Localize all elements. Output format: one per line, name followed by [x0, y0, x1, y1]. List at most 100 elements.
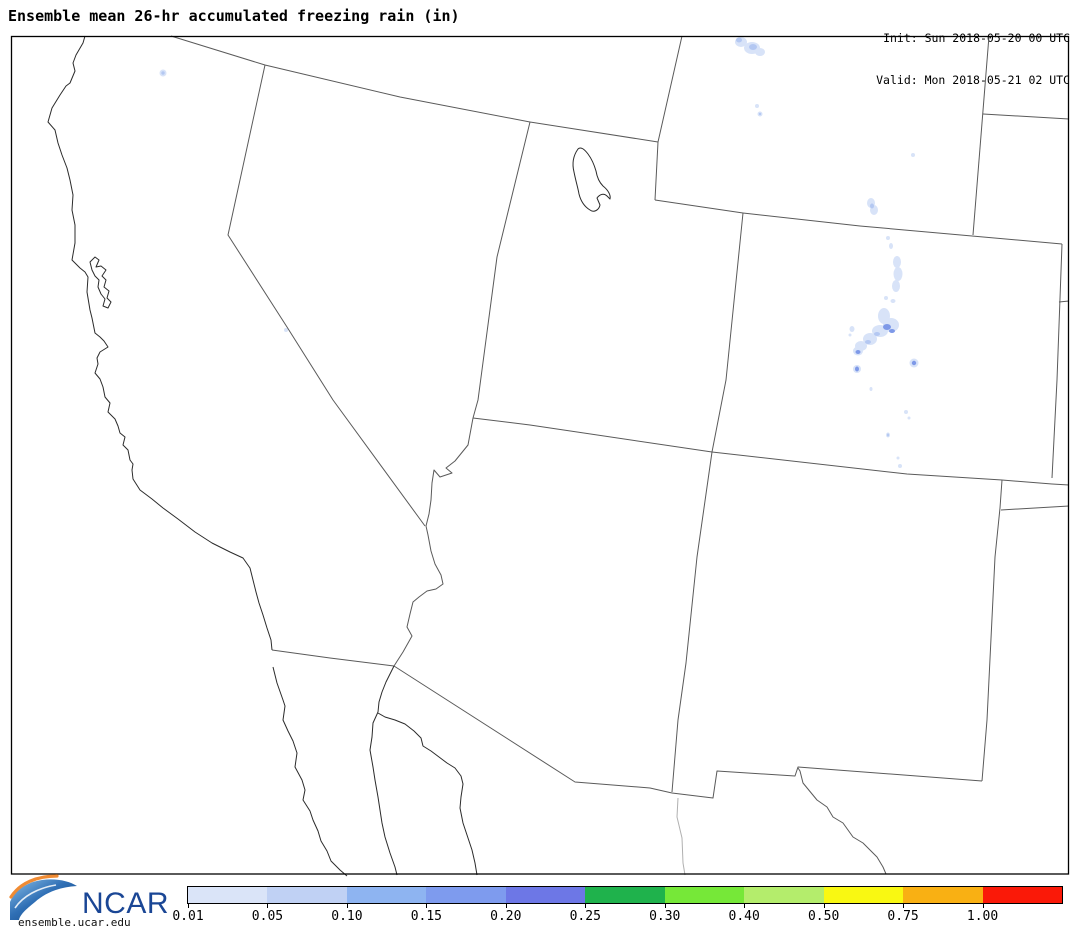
colorbar-tick	[823, 904, 825, 908]
colorbar-segment	[426, 887, 506, 903]
border-37n	[472, 417, 1003, 481]
colorbar-tick	[664, 904, 666, 908]
init-time: Init: Sun 2018-05-20 00 UTC	[883, 31, 1070, 45]
ncar-swoosh-shape	[10, 879, 77, 920]
freezing-rain-blob	[755, 104, 759, 108]
freezing-rain-blob	[161, 71, 165, 75]
coastlines	[47, 35, 611, 877]
precip-colorbar	[187, 886, 1063, 904]
colorbar-segment	[267, 887, 347, 903]
freezing-rain-blob	[848, 333, 852, 337]
freezing-rain-blob	[911, 153, 915, 157]
colorbar-label: 0.50	[807, 909, 840, 924]
freezing-rain-blob	[736, 37, 742, 43]
colorbar-segment	[188, 887, 268, 903]
colorbar-tick	[505, 904, 507, 908]
border-southdakota-nebraska	[982, 113, 1070, 120]
border-nevada-utah	[472, 121, 531, 419]
map-title: Ensemble mean 26-hr accumulated freezing…	[8, 7, 460, 25]
great-salt-lake	[572, 147, 611, 212]
colorbar-segment	[903, 887, 983, 903]
freezing-rain-blob	[896, 456, 900, 460]
freezing-rain-layer	[159, 37, 919, 468]
baja-east-coastline	[369, 711, 398, 876]
freezing-rain-blob	[758, 112, 762, 116]
freezing-rain-blob	[855, 350, 861, 354]
border-sonora-chihuahua	[676, 797, 686, 876]
colorbar-label: 0.01	[172, 909, 204, 924]
website-url: ensemble.ucar.edu	[18, 916, 131, 929]
freezing-rain-blob	[865, 340, 871, 344]
freezing-rain-blob	[749, 44, 757, 50]
colorbar-tick	[744, 904, 746, 908]
border-idaho-utah	[529, 121, 659, 143]
colorbar-segment	[585, 887, 665, 903]
california-coastline	[47, 35, 273, 651]
colorbar-tick	[982, 904, 984, 908]
freezing-rain-blob	[892, 280, 900, 292]
border-colorado-river-states	[393, 417, 474, 667]
state-borders	[170, 35, 1070, 875]
freezing-rain-blob	[874, 332, 880, 336]
freezing-rain-blob	[911, 360, 917, 366]
colorbar-segment	[823, 887, 904, 903]
colorbar-label: 0.40	[728, 909, 760, 924]
border-wyoming-colorado	[742, 212, 973, 237]
baja-west-coastline	[272, 666, 348, 877]
colorbar-tick	[585, 904, 587, 908]
freezing-rain-blob	[886, 236, 890, 240]
border-us-mexico	[271, 649, 673, 794]
mexico-state-borders	[676, 797, 686, 876]
colorbar-label: 0.05	[251, 909, 284, 924]
freezing-rain-blob	[883, 324, 891, 330]
colorbar-segment	[346, 887, 427, 903]
colorbar-tick	[188, 904, 189, 908]
colorbar-segment	[744, 887, 824, 903]
freezing-rain-blob	[869, 387, 873, 391]
freezing-rain-blob	[907, 416, 911, 420]
colorbar-label: 0.15	[410, 909, 443, 924]
ncar-white-arc	[14, 884, 57, 909]
colorado-river-delta	[377, 665, 395, 713]
colorbar-tick	[426, 904, 428, 908]
border-utah-wyoming	[654, 199, 744, 214]
freezing-rain-blob	[904, 410, 908, 414]
colorbar-label: 0.25	[569, 909, 601, 924]
freezing-rain-blob	[893, 256, 901, 268]
sonora-coastline	[377, 712, 478, 876]
border-wyoming-east	[972, 35, 990, 236]
border-utah-colorado	[711, 212, 744, 453]
border-42n-west	[170, 35, 531, 123]
valid-time: Valid: Mon 2018-05-21 02 UTC	[876, 73, 1070, 87]
border-nebraska-kansas	[1058, 300, 1070, 303]
border-idaho-wyoming	[654, 35, 683, 201]
ncar-logo-text: NCAR	[82, 887, 168, 920]
colorbar-tick	[903, 904, 905, 908]
border-37n-east	[1001, 479, 1070, 486]
border-rio-grande	[797, 767, 887, 875]
freezing-rain-blob	[893, 267, 903, 281]
colorbar-label: 0.10	[331, 909, 363, 924]
border-arizona-newmexico	[671, 451, 713, 793]
colorbar-segment	[982, 887, 1062, 903]
freezing-rain-blob	[284, 328, 288, 332]
border-colorado-kansas	[1051, 243, 1063, 479]
border-newmexico-texas	[981, 479, 1003, 782]
ncar-orange-arc	[9, 874, 59, 899]
map-frame	[10, 35, 1070, 875]
colorbar-label: 1.00	[966, 909, 999, 924]
freezing-rain-blob	[898, 464, 902, 468]
freezing-rain-blob	[755, 48, 765, 56]
colorbar-label: 0.75	[887, 909, 919, 924]
freezing-rain-blob	[887, 433, 889, 437]
freezing-rain-blob	[889, 243, 893, 249]
border-newmexico-bootheel	[671, 766, 983, 799]
colorbar-tick	[267, 904, 269, 908]
freezing-rain-blob	[890, 299, 896, 303]
freezing-rain-blob	[884, 296, 888, 300]
freezing-rain-blob	[870, 203, 874, 209]
border-nebraska-colorado	[971, 235, 1063, 245]
san-francisco-bay	[89, 256, 112, 309]
